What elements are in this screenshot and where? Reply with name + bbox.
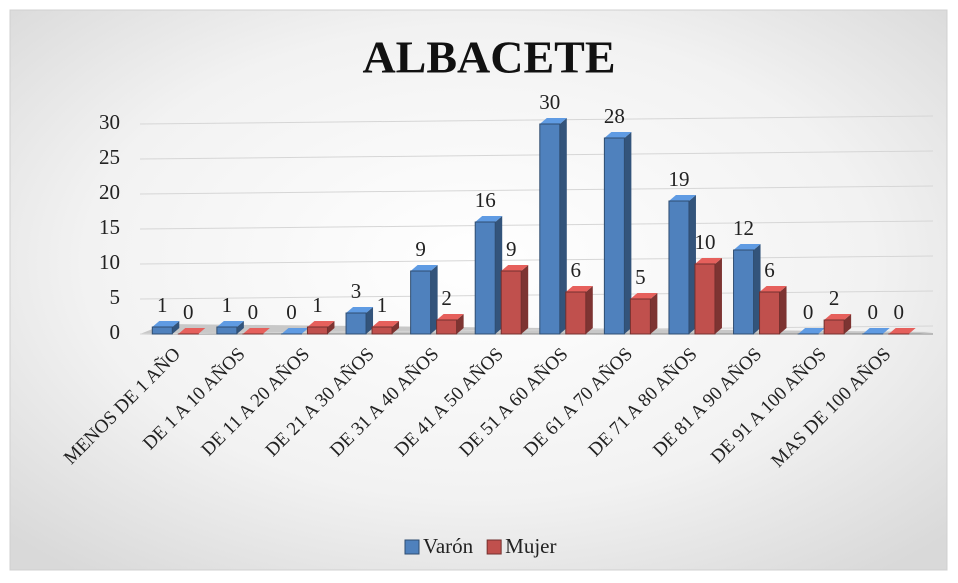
bar-side xyxy=(650,293,657,334)
y-tick-label: 15 xyxy=(99,215,120,239)
bar-side xyxy=(780,286,787,334)
legend-label: Mujer xyxy=(505,534,556,558)
data-label: 12 xyxy=(733,216,754,240)
bar xyxy=(824,320,844,334)
bar-side xyxy=(715,258,722,334)
legend-swatch xyxy=(487,540,501,554)
data-label: 0 xyxy=(867,300,878,324)
data-label: 2 xyxy=(829,286,840,310)
y-tick-label: 25 xyxy=(99,145,120,169)
data-label: 6 xyxy=(764,258,775,282)
bar xyxy=(475,222,495,334)
data-label: 0 xyxy=(893,300,904,324)
y-tick-label: 10 xyxy=(99,250,120,274)
data-label: 5 xyxy=(635,265,646,289)
data-label: 9 xyxy=(506,237,517,261)
data-label: 1 xyxy=(157,293,168,317)
bar xyxy=(695,264,715,334)
bar xyxy=(346,313,366,334)
bar xyxy=(630,299,650,334)
data-label: 1 xyxy=(222,293,233,317)
data-label: 16 xyxy=(475,188,496,212)
bar xyxy=(152,327,172,334)
bar xyxy=(566,292,586,334)
y-tick-label: 20 xyxy=(99,180,120,204)
y-tick-label: 30 xyxy=(99,110,120,134)
data-label: 6 xyxy=(571,258,582,282)
data-label: 28 xyxy=(604,104,625,128)
bar-side xyxy=(586,286,593,334)
bar xyxy=(437,320,457,334)
data-label: 3 xyxy=(351,279,362,303)
bar xyxy=(604,138,624,334)
bar xyxy=(307,327,327,334)
bar-side xyxy=(521,265,528,334)
legend-label: Varón xyxy=(423,534,474,558)
y-tick-label: 5 xyxy=(110,285,121,309)
bar xyxy=(372,327,392,334)
bar xyxy=(411,271,431,334)
bar xyxy=(501,271,521,334)
data-label: 30 xyxy=(539,90,560,114)
y-tick-label: 0 xyxy=(110,320,121,344)
bar xyxy=(217,327,237,334)
data-label: 9 xyxy=(415,237,426,261)
data-label: 10 xyxy=(694,230,715,254)
bar xyxy=(669,201,689,334)
bar xyxy=(734,250,754,334)
data-label: 0 xyxy=(248,300,259,324)
chart-title: ALBACETE xyxy=(362,32,615,83)
bar xyxy=(540,124,560,334)
data-label: 0 xyxy=(803,300,814,324)
data-label: 1 xyxy=(377,293,388,317)
legend-swatch xyxy=(405,540,419,554)
data-label: 2 xyxy=(441,286,452,310)
data-label: 0 xyxy=(286,300,297,324)
data-label: 19 xyxy=(668,167,689,191)
data-label: 0 xyxy=(183,300,194,324)
bar xyxy=(760,292,780,334)
data-label: 1 xyxy=(312,293,323,317)
